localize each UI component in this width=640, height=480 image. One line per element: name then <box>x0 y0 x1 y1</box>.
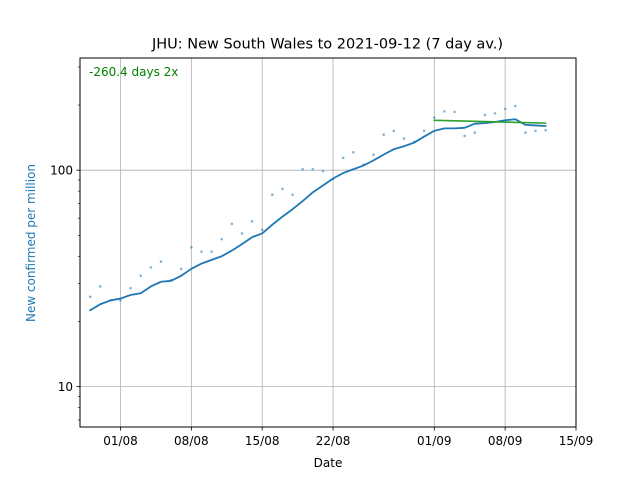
x-tick-label: 08/09 <box>488 434 523 448</box>
data-point <box>534 129 537 133</box>
data-point <box>301 167 304 171</box>
plot-frame <box>79 57 577 428</box>
data-point <box>119 299 122 302</box>
data-point <box>271 193 274 197</box>
data-point <box>453 110 456 114</box>
data-point <box>190 246 193 249</box>
data-point <box>513 104 517 108</box>
data-point <box>169 278 173 282</box>
data-point <box>240 232 244 235</box>
x-tick-label: 15/08 <box>245 434 280 448</box>
x-tick-label: 22/08 <box>316 434 351 448</box>
data-point <box>179 267 183 271</box>
x-tick-label: 01/08 <box>103 434 138 448</box>
y-tick-label: 10 <box>58 380 73 394</box>
data-point <box>331 177 335 181</box>
data-point <box>493 112 497 115</box>
data-point <box>129 286 132 290</box>
grid-layer <box>80 58 577 427</box>
data-point <box>432 116 436 119</box>
y-axis-label: New confirmed per million <box>24 164 38 322</box>
data-point <box>291 193 294 197</box>
data-point <box>392 129 396 133</box>
chart-title: JHU: New South Wales to 2021-09-12 (7 da… <box>151 37 503 53</box>
data-point <box>341 156 345 160</box>
data-point <box>210 250 213 253</box>
data-point <box>230 222 234 226</box>
data-point <box>372 153 375 156</box>
axis-layer: 01/08 08/08 15/08 22/08 01/09 08/09 15/09 10 100 <box>50 66 594 448</box>
data-point <box>402 137 406 140</box>
data-point <box>503 107 507 111</box>
data-point <box>159 260 163 263</box>
data-point <box>311 167 315 171</box>
data-point <box>544 128 547 132</box>
data-point <box>149 266 153 269</box>
x-tick-label: 15/09 <box>559 434 594 448</box>
data-point <box>483 113 487 117</box>
data-point <box>473 131 477 135</box>
data-point <box>463 134 466 138</box>
data-point <box>88 295 92 299</box>
data-point <box>260 228 264 232</box>
data-point <box>362 163 365 167</box>
data-point <box>98 285 102 288</box>
series-line <box>89 118 547 312</box>
x-tick-label: 01/09 <box>417 434 452 448</box>
y-tick-label: 100 <box>50 164 73 178</box>
x-tick-label: 08/08 <box>174 434 209 448</box>
data-point <box>250 220 254 223</box>
data-point <box>139 274 143 278</box>
data-layer <box>88 104 547 312</box>
data-point <box>443 110 446 113</box>
data-point <box>352 150 355 154</box>
data-point <box>524 131 527 135</box>
data-point <box>109 299 112 302</box>
data-point <box>200 250 203 253</box>
x-axis-label: Date <box>314 456 343 470</box>
data-point <box>281 187 284 191</box>
data-point <box>220 237 224 241</box>
trend-fit-line <box>433 119 547 124</box>
data-point <box>382 133 385 136</box>
doubling-annotation: -260.4 days 2x <box>89 65 178 79</box>
data-point <box>412 140 416 144</box>
data-point <box>321 169 325 173</box>
data-point <box>422 129 426 133</box>
